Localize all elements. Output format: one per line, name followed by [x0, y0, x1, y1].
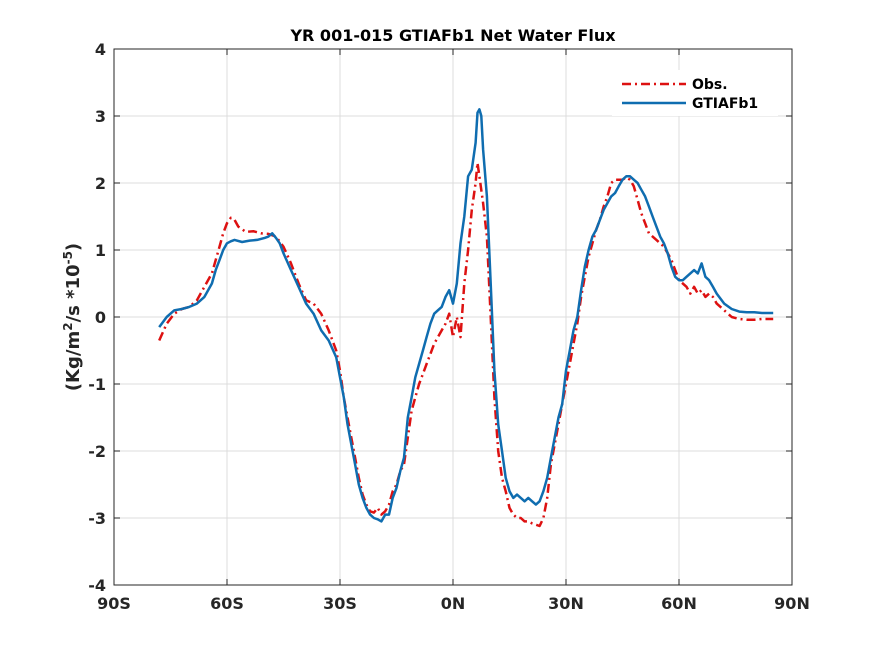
x-tick-label: 30S: [323, 594, 357, 613]
legend: Obs. GTIAFb1: [612, 70, 778, 116]
y-tick-label: 2: [95, 174, 106, 193]
axis-ticks: 90S 60S 30S 0N 30N 60N 90N 4 3 2 1 0 -1 -2 -3 -4: [88, 40, 810, 613]
y-axis-label: (Kg/m2/s *10-5): [61, 243, 84, 391]
x-tick-label: 90N: [774, 594, 810, 613]
y-tick-label: -1: [88, 375, 106, 394]
x-tick-label: 0N: [441, 594, 466, 613]
series-line-obs: [158, 161, 774, 528]
y-tick-label: 3: [95, 107, 106, 126]
legend-box: [612, 70, 778, 116]
y-tick-label: 1: [95, 241, 106, 260]
y-tick-label: -3: [88, 509, 106, 528]
x-tick-label: 60N: [661, 594, 697, 613]
x-tick-label: 90S: [97, 594, 131, 613]
chart-title: YR 001-015 GTIAFb1 Net Water Flux: [289, 26, 616, 45]
series-lines: [158, 108, 774, 528]
x-tick-label: 30N: [548, 594, 584, 613]
series-line-gtiafb1: [158, 108, 774, 523]
x-tick-label: 60S: [210, 594, 244, 613]
y-tick-label: -4: [88, 576, 106, 595]
legend-gtiafb1-label: GTIAFb1: [692, 96, 758, 112]
y-tick-label: -2: [88, 442, 106, 461]
legend-obs-label: Obs.: [692, 77, 728, 93]
y-tick-label: 0: [95, 308, 106, 327]
y-tick-label: 4: [95, 40, 106, 59]
